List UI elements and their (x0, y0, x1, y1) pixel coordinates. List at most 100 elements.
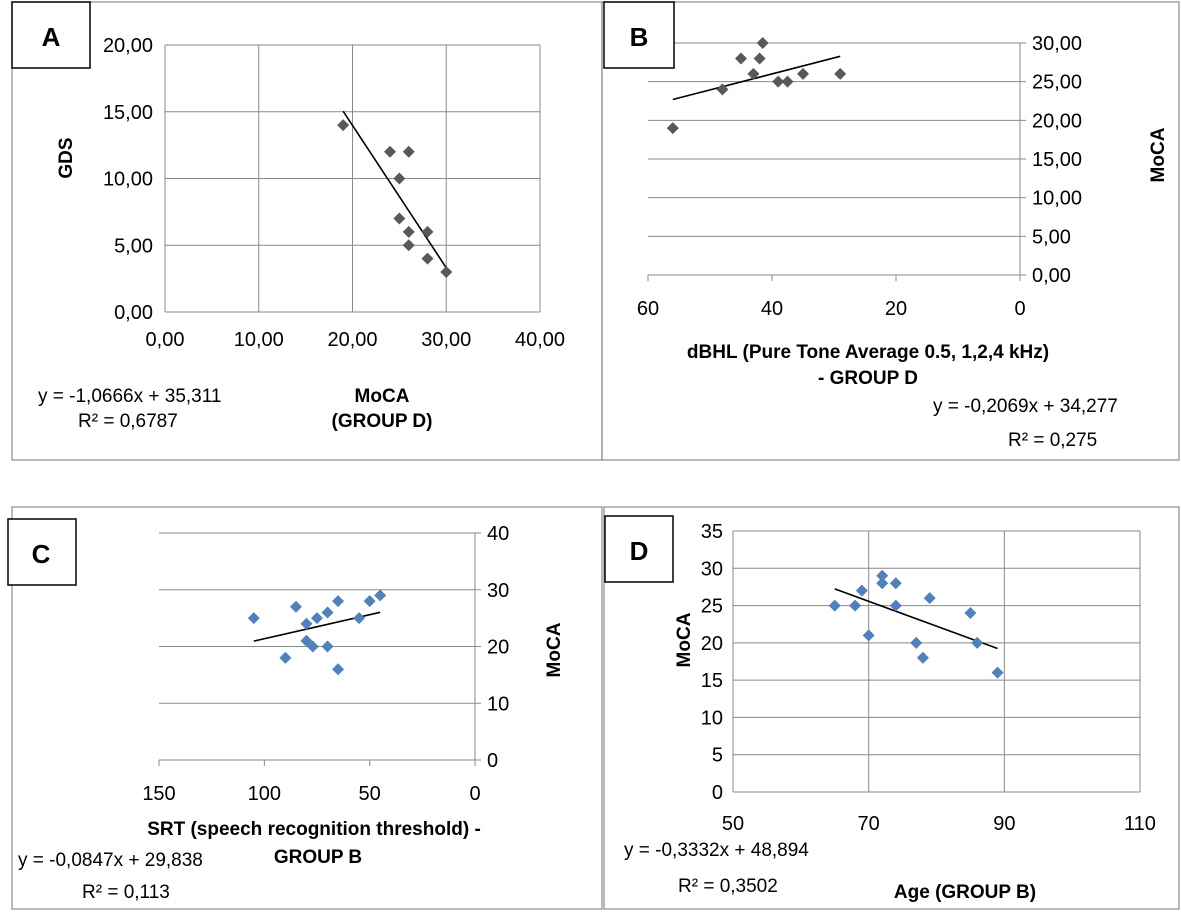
panel-a-y-tick-label: 5,00 (114, 235, 153, 257)
panel-b-trend-layer (672, 55, 841, 101)
panel-c-x-axis-label-line1: SRT (speech recognition threshold) - (147, 819, 481, 840)
panel-c-y-tick-label: 20 (487, 637, 509, 659)
panel-a-points (337, 119, 453, 278)
panel-c-data-point (353, 612, 366, 625)
panel-d-y-axis-label: MoCA (674, 612, 695, 667)
panel-b-data-point (747, 67, 760, 80)
panel-b-points (666, 37, 847, 135)
panel-c-equation: y = -0,0847x + 29,838 (18, 850, 203, 871)
panel-c-y-ticks: 0 10 20 30 40 (487, 523, 509, 772)
panel-d-equation: y = -0,3332x + 48,894 (624, 840, 809, 861)
panel-d-y-tick-label: 0 (712, 782, 723, 804)
panel-a-grid (164, 44, 541, 313)
panel-a-label-box (11, 1, 91, 69)
panel-c-label-box (7, 518, 77, 586)
panel-d-y-tick-label: 20 (701, 633, 723, 655)
panel-c-y-tick-label: 30 (487, 580, 509, 602)
panel-a-y-tick-label: 10,00 (103, 169, 153, 191)
panel-a-data-point (393, 172, 406, 185)
panel-c-data-point (279, 651, 292, 664)
panel-b-x-tick-label: 40 (761, 298, 783, 320)
panel-d-y-tick-label: 15 (701, 670, 723, 692)
panel-a-y-tick-label: 0,00 (114, 302, 153, 324)
panel-a-x-tick-label: 40,00 (515, 329, 565, 351)
panel-a-y-tick-label: 20,00 (103, 35, 153, 57)
panel-b-data-point (735, 52, 747, 65)
panel-c-r-squared: R² = 0,113 (82, 882, 170, 903)
panel-b-data-point (781, 75, 794, 88)
panel-b-x-tick-label: 0 (1014, 298, 1025, 320)
panel-b-y-tick-label: 25,00 (1032, 72, 1082, 94)
panel-d-x-ticks: 50 70 90 110 (722, 813, 1156, 835)
panel-b-data-point (753, 52, 766, 65)
panel-c-x-ticks: 150 100 50 0 (142, 783, 480, 805)
panel-c-y-axis-label: MoCA (544, 622, 565, 677)
panel-d-data-point (855, 584, 868, 597)
panel-c-data-point (289, 600, 302, 613)
panel-b-x-tick-label: 20 (885, 298, 907, 320)
panel-b-y-tick-label: 30,00 (1032, 33, 1082, 55)
panel-c-x-tick-label: 100 (248, 783, 281, 805)
panel-b-y-tick-label: 10,00 (1032, 188, 1082, 210)
panel-b-data-point (834, 67, 847, 80)
panel-d-x-tick-label: 110 (1124, 813, 1156, 835)
panel-d-points (828, 569, 1004, 679)
panel-c-x-tick-label: 50 (359, 783, 381, 805)
panel-a-y-axis-label: GDS (56, 137, 77, 178)
panel-d-r-squared: R² = 0,3502 (678, 876, 778, 897)
panel-a-x-tick-label: 30,00 (421, 329, 471, 351)
panel-d-y-ticks: 0 5 10 15 20 25 30 35 (701, 521, 723, 804)
panel-b-y-tick-label: 0,00 (1032, 265, 1071, 287)
panel-a-data-point (402, 239, 415, 252)
panel-d-data-point (862, 629, 875, 642)
panel-b-label-box (603, 1, 675, 69)
panel-a-x-tick-label: 20,00 (327, 329, 377, 351)
panel-b-trendline (672, 55, 841, 101)
panel-d-x-tick-label: 90 (993, 813, 1015, 835)
panel-c-y-tick-label: 0 (487, 750, 498, 772)
panel-b-y-tick-label: 15,00 (1032, 149, 1082, 171)
panel-a-x-axis-label-line1: MoCA (355, 386, 410, 407)
panel-d-data-point (889, 599, 902, 612)
panel-d-data-point (964, 607, 977, 620)
panel-c-data-point (311, 612, 323, 625)
panel-d-y-tick-label: 30 (701, 558, 723, 580)
panel-d-data-point (916, 651, 929, 664)
panel-b-y-tick-label: 5,00 (1032, 226, 1071, 248)
panel-a-y-ticks: 0,00 5,00 10,00 15,00 20,00 (103, 35, 153, 324)
panel-c-data-point (321, 606, 334, 619)
panel-c-data-point (321, 640, 334, 653)
panel-c-data-point (247, 612, 260, 625)
panel-c-x-tick-label: 150 (142, 783, 175, 805)
panel-a-trend-layer (342, 110, 447, 269)
panel-d-data-point (889, 577, 902, 590)
panel-c-x-axis-label-line2: GROUP B (274, 847, 362, 868)
panel-c-y-tick-label: 10 (487, 693, 509, 715)
panel-d-label-box (604, 515, 674, 583)
panel-d-grid (732, 530, 1141, 793)
panel-b-x-axis-label-line2: - GROUP D (818, 368, 918, 389)
panel-b-y-ticks: 0,00 5,00 10,00 15,00 20,00 25,00 30,00 (1032, 33, 1082, 287)
panel-d-y-tick-label: 35 (701, 521, 723, 543)
panel-b-data-point (797, 67, 809, 80)
panel-a-data-point (421, 252, 434, 265)
panel-a-y-tick-label: 15,00 (103, 102, 153, 124)
panel-d: 50 70 90 110 0 5 10 15 20 25 30 35 MoCA Age (GROUP… (603, 506, 1180, 910)
panel-b-label: B (630, 22, 649, 52)
panel-d-data-point (971, 636, 984, 649)
panel-b-r-squared: R² = 0,275 (1008, 430, 1097, 451)
panel-c-data-point (363, 595, 376, 608)
panel-d-data-point (923, 592, 936, 605)
panel-d-x-tick-label: 50 (722, 813, 744, 835)
panel-b-data-point (716, 83, 729, 96)
panel-d-data-point (849, 599, 862, 612)
panel-a: 0,00 10,00 20,00 30,00 40,00 0,00 5,00 10,00 15… (11, 1, 603, 461)
panel-d-data-point (876, 577, 889, 590)
panel-d-trend-layer (834, 588, 998, 650)
panel-a-r-squared: R² = 0,6787 (78, 411, 178, 432)
panel-c-data-point (332, 595, 345, 608)
panel-a-data-point (421, 225, 434, 238)
panel-a-x-axis-label-line2: (GROUP D) (332, 411, 433, 432)
panel-a-data-point (393, 212, 406, 225)
